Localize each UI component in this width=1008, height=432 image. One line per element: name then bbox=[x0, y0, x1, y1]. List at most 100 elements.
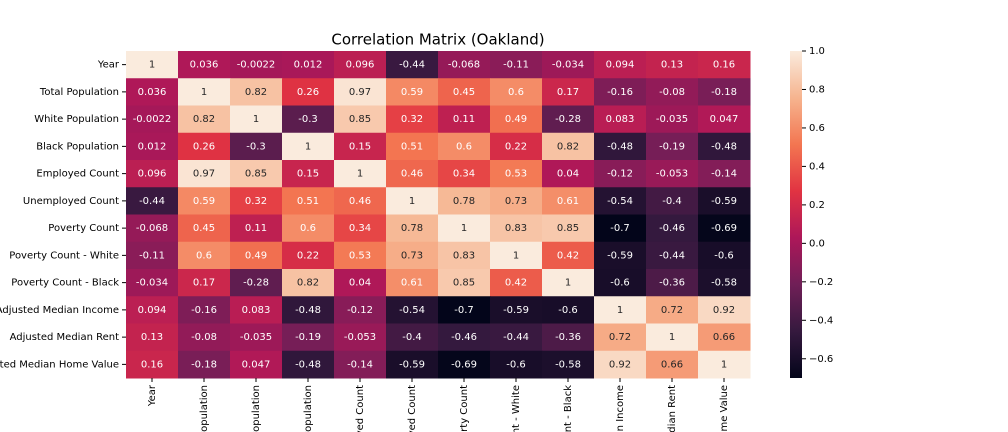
heatmap-cell bbox=[334, 160, 387, 188]
heatmap-cell bbox=[438, 105, 491, 134]
heatmap-cell bbox=[698, 323, 751, 352]
y-tick-label: Poverty Count bbox=[48, 223, 119, 234]
colorbar-tick-label: −0.4 bbox=[809, 315, 833, 326]
cell-label: 0.85 bbox=[453, 278, 475, 289]
heatmap-cell bbox=[594, 132, 647, 161]
heatmap-cell bbox=[334, 105, 387, 134]
heatmap-cell bbox=[698, 241, 751, 270]
heatmap-cell bbox=[490, 78, 543, 106]
cell-label: 0.26 bbox=[297, 87, 319, 98]
cell-label: -0.6 bbox=[714, 250, 734, 261]
cell-label: 1 bbox=[409, 196, 415, 207]
cell-label: 1 bbox=[357, 169, 363, 180]
heatmap-cell bbox=[594, 187, 647, 215]
heatmap-cell bbox=[126, 78, 179, 106]
heatmap-cell bbox=[334, 214, 387, 243]
heatmap-cell bbox=[698, 187, 751, 215]
heatmap-cell bbox=[646, 160, 699, 188]
y-tick-label: Adjusted Median Income bbox=[0, 305, 119, 316]
heatmap-cell bbox=[178, 78, 231, 106]
cell-label: -0.58 bbox=[711, 278, 737, 289]
heatmap-cell bbox=[438, 269, 491, 297]
heatmap-cell bbox=[490, 323, 543, 352]
heatmap-cell bbox=[438, 160, 491, 188]
heatmap-cell bbox=[178, 132, 231, 161]
heatmap-cell bbox=[282, 241, 335, 270]
heatmap-cell bbox=[646, 296, 699, 324]
cell-label: -0.0022 bbox=[133, 114, 172, 125]
heatmap-cell bbox=[178, 350, 231, 379]
x-tick-label: Adjusted Median Home Value bbox=[719, 385, 730, 432]
heatmap-cell bbox=[438, 78, 491, 106]
heatmap-cell bbox=[542, 160, 595, 188]
heatmap-cell bbox=[178, 241, 231, 270]
heatmap-cell bbox=[334, 132, 387, 161]
heatmap-cell bbox=[386, 269, 439, 297]
heatmap-cell bbox=[126, 350, 179, 379]
cell-label: -0.36 bbox=[555, 332, 581, 343]
cell-label: -0.19 bbox=[295, 332, 321, 343]
heatmap-cell bbox=[542, 51, 595, 79]
cell-label: 0.66 bbox=[713, 332, 735, 343]
cell-label: 1 bbox=[617, 305, 623, 316]
cell-label: -0.46 bbox=[451, 332, 477, 343]
heatmap-cell bbox=[646, 51, 699, 79]
cell-label: 0.04 bbox=[349, 278, 371, 289]
cell-label: -0.44 bbox=[659, 250, 685, 261]
cell-label: 0.17 bbox=[557, 87, 579, 98]
x-tick-label: Unemployed Count bbox=[407, 385, 418, 432]
cell-label: 0.92 bbox=[713, 305, 735, 316]
cell-label: 0.83 bbox=[505, 223, 527, 234]
colorbar-tick-label: 0.0 bbox=[809, 238, 825, 249]
heatmap-cell bbox=[178, 296, 231, 324]
cell-label: -0.58 bbox=[555, 359, 581, 370]
cell-label: 0.22 bbox=[297, 250, 319, 261]
heatmap-cell bbox=[490, 160, 543, 188]
cell-label: 0.11 bbox=[453, 114, 475, 125]
heatmap-cell bbox=[438, 296, 491, 324]
cell-label: 0.11 bbox=[245, 223, 267, 234]
cell-label: 0.094 bbox=[606, 60, 635, 71]
heatmap-cell bbox=[230, 78, 283, 106]
cell-label: -0.48 bbox=[711, 141, 737, 152]
heatmap-cell bbox=[230, 350, 283, 379]
cell-label: 0.78 bbox=[453, 196, 475, 207]
cell-label: -0.7 bbox=[610, 223, 630, 234]
heatmap-cell bbox=[438, 187, 491, 215]
heatmap-cell bbox=[646, 241, 699, 270]
cell-label: -0.14 bbox=[347, 359, 373, 370]
heatmap-cell bbox=[438, 241, 491, 270]
heatmap-cell bbox=[230, 187, 283, 215]
cell-label: 0.34 bbox=[349, 223, 371, 234]
heatmap-cell bbox=[282, 51, 335, 79]
heatmap-cell bbox=[334, 241, 387, 270]
heatmap-cell bbox=[594, 296, 647, 324]
cell-label: -0.11 bbox=[503, 60, 529, 71]
cell-label: 1 bbox=[721, 359, 727, 370]
cell-label: 0.82 bbox=[245, 87, 267, 98]
heatmap-cell bbox=[698, 269, 751, 297]
cell-label: -0.28 bbox=[243, 278, 269, 289]
heatmap-cell bbox=[126, 296, 179, 324]
heatmap-cell bbox=[490, 350, 543, 379]
colorbar-tick-label: 0.8 bbox=[809, 84, 825, 95]
heatmap-cell bbox=[490, 296, 543, 324]
heatmap-cell bbox=[542, 241, 595, 270]
heatmap-cell bbox=[594, 269, 647, 297]
heatmap-cell bbox=[386, 160, 439, 188]
cell-label: -0.034 bbox=[136, 278, 168, 289]
cell-label: 0.036 bbox=[190, 60, 219, 71]
cell-label: -0.053 bbox=[656, 169, 688, 180]
cell-label: 0.61 bbox=[557, 196, 579, 207]
x-tick-label: Total Population bbox=[199, 385, 210, 432]
cell-label: 0.85 bbox=[557, 223, 579, 234]
heatmap-cell bbox=[490, 51, 543, 79]
cell-label: 0.15 bbox=[297, 169, 319, 180]
cell-label: -0.11 bbox=[139, 250, 165, 261]
cell-label: 1 bbox=[149, 60, 155, 71]
cell-label: 0.047 bbox=[242, 359, 271, 370]
heatmap-cell bbox=[126, 187, 179, 215]
cell-label: 1 bbox=[513, 250, 519, 261]
heatmap-cell bbox=[282, 78, 335, 106]
heatmap-cell bbox=[334, 51, 387, 79]
